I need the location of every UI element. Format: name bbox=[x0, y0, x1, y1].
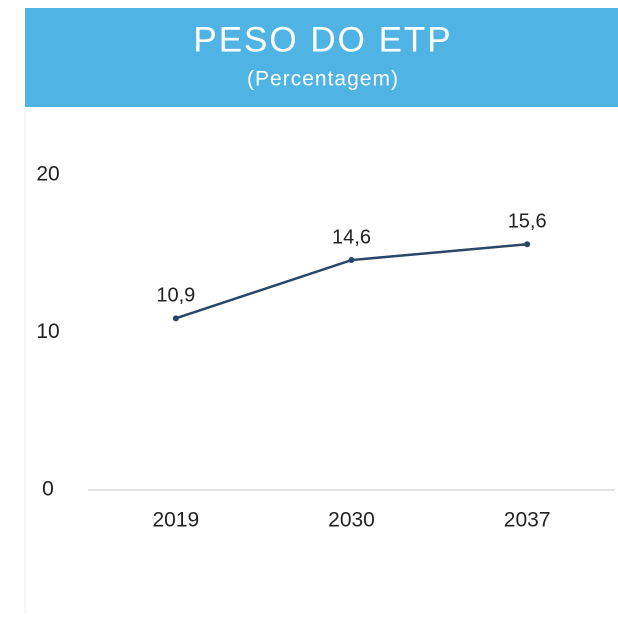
line bbox=[175, 243, 528, 320]
data-label: 15,6 bbox=[508, 211, 547, 233]
y-tick-label: 10 bbox=[36, 320, 59, 343]
y-tick-label: 0 bbox=[42, 478, 54, 501]
x-tick-label: 2019 bbox=[152, 509, 199, 532]
data-label: 14,6 bbox=[332, 226, 371, 248]
header-band bbox=[25, 8, 618, 107]
chart-subtitle: (Percentagem) bbox=[247, 68, 399, 91]
x-tick-label: 2030 bbox=[328, 509, 375, 532]
x-tick-label: 2037 bbox=[504, 509, 551, 532]
point bbox=[348, 257, 355, 264]
point bbox=[524, 241, 531, 248]
point bbox=[172, 315, 179, 322]
chart-title: PESO DO ETP bbox=[193, 20, 452, 59]
data-label: 10,9 bbox=[156, 285, 195, 307]
y-tick-label: 20 bbox=[36, 163, 59, 186]
